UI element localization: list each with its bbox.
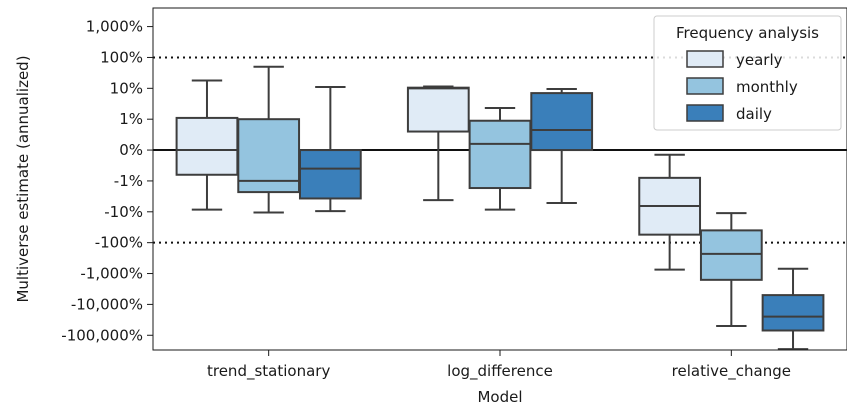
y-tick-label: -100%	[95, 234, 143, 252]
box-groups	[175, 65, 825, 351]
legend-label: yearly	[736, 51, 783, 69]
box-monthly-log_difference	[468, 107, 532, 211]
iqr-box	[699, 229, 763, 281]
box-yearly-log_difference	[406, 85, 470, 202]
iqr-box	[761, 294, 825, 332]
box-daily-trend_stationary	[298, 86, 362, 213]
x-tick-label: log_difference	[447, 362, 553, 381]
y-tick-label: 10%	[110, 79, 143, 97]
y-axis: 1,000% 100% 10% 1% 0% -1% -10% -100% -1,000% -10,…	[61, 18, 153, 344]
legend-item-daily: daily	[686, 104, 772, 123]
legend-frame	[653, 15, 842, 131]
y-tick-label: -100,000%	[61, 326, 143, 344]
x-tick-label: relative_change	[672, 362, 791, 381]
legend-swatch	[686, 50, 724, 68]
box-daily-relative_change	[761, 267, 825, 351]
x-axis: trend_stationary log_difference relative_c…	[207, 350, 791, 381]
y-tick-label: 100%	[100, 48, 143, 66]
box-yearly-trend_stationary	[175, 79, 239, 211]
y-tick-label: -10%	[104, 203, 143, 221]
y-tick-label: -10,000%	[71, 295, 143, 313]
legend-title: Frequency analysis	[676, 24, 819, 42]
box-monthly-relative_change	[699, 212, 763, 327]
iqr-box	[530, 92, 594, 152]
legend-swatch	[686, 104, 724, 122]
y-tick-label: 1%	[119, 110, 143, 128]
y-tick-label: -1%	[114, 172, 143, 190]
iqr-box	[175, 116, 239, 176]
plot-frame	[152, 7, 847, 351]
legend-swatch	[686, 77, 724, 95]
legend: Frequency analysis yearly monthly daily	[653, 15, 842, 131]
x-tick-label: trend_stationary	[207, 362, 330, 381]
y-tick-label: 1,000%	[86, 18, 143, 36]
box-daily-log_difference	[530, 88, 594, 205]
legend-label: daily	[736, 105, 772, 123]
legend-item-monthly: monthly	[686, 77, 798, 96]
iqr-box	[468, 119, 532, 190]
y-axis-label: Multiverse estimate (annualized)	[14, 55, 32, 302]
x-axis-label: Model	[477, 388, 522, 406]
y-tick-label: -1,000%	[80, 265, 143, 283]
legend-label: monthly	[736, 78, 798, 96]
legend-item-yearly: yearly	[686, 50, 783, 69]
iqr-box	[406, 86, 470, 133]
box-yearly-relative_change	[638, 153, 702, 271]
box-monthly-trend_stationary	[237, 65, 301, 214]
iqr-box	[298, 149, 362, 200]
y-tick-label: 0%	[119, 141, 143, 159]
